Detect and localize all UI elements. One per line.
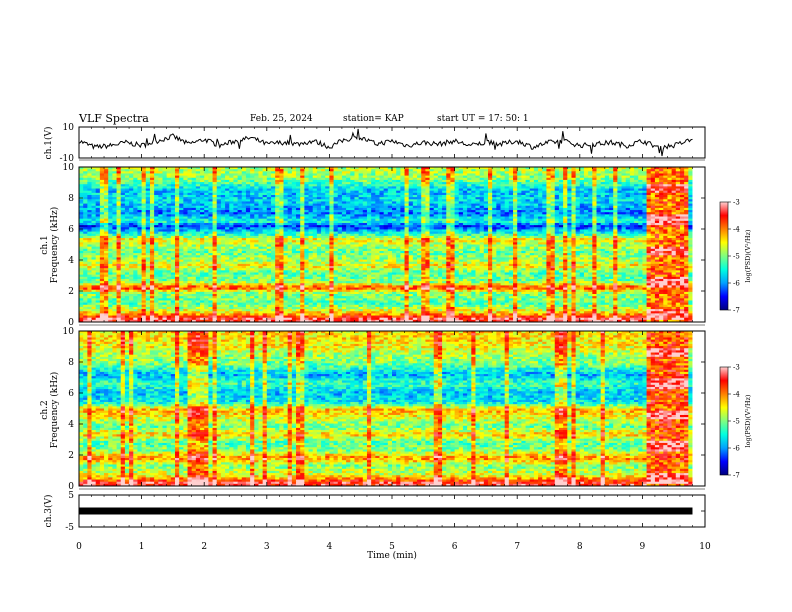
ch2-spectrogram-colorbar-tick-label: -6 — [733, 445, 740, 453]
x-tick-label: 10 — [699, 542, 711, 552]
x-axis-label: Time (min) — [367, 550, 417, 561]
ch1-spectrogram-colorbar-tick-label: -7 — [733, 307, 740, 315]
ch1-waveform-frame — [79, 127, 705, 158]
ch2-spectrogram-ylabel-frequency: Frequency (kHz) — [49, 372, 60, 449]
ch2-spectrogram-ylabel-channel: ch.2 — [40, 400, 50, 419]
ch2-spectrogram-ytick-label: 6 — [68, 389, 74, 399]
x-tick-label: 4 — [327, 542, 333, 552]
x-tick-label: 0 — [76, 542, 82, 552]
ch2-spectrogram-colorbar-tick-label: -5 — [733, 418, 740, 426]
ch1-spectrogram-colorbar-tick-label: -3 — [733, 199, 740, 207]
ch3-ytick-label: -5 — [65, 523, 74, 533]
ch1-ylabel: ch.1(V) — [43, 127, 54, 160]
ch3-ylabel: ch.3(V) — [43, 495, 54, 528]
ch2-spectrogram-ytick-label: 8 — [68, 358, 74, 368]
ch1-spectrogram-ytick-label: 10 — [63, 163, 75, 173]
ch2-spectrogram-colorbar-label: log(PSD)(V²/Hz) — [744, 394, 752, 447]
ch1-waveform-line — [79, 129, 693, 156]
ch1-spectrogram-colorbar-tick-label: -5 — [733, 253, 740, 261]
ch1-spectrogram-ylabel-channel: ch.1 — [40, 235, 50, 254]
ch2-spectrogram-heatmap — [79, 331, 693, 486]
ch1-spectrogram-ylabel-frequency: Frequency (kHz) — [49, 207, 60, 284]
x-tick-label: 8 — [577, 542, 583, 552]
ch1-spectrogram-ytick-label: 8 — [68, 194, 74, 204]
ch2-spectrogram-ytick-label: 2 — [68, 451, 74, 461]
x-tick-label: 1 — [139, 542, 145, 552]
x-tick-label: 7 — [514, 542, 520, 552]
ch2-spectrogram-colorbar-tick-label: -7 — [733, 472, 740, 480]
ch1-spectrogram-ytick-label: 6 — [68, 225, 74, 235]
ch1-spectrogram-ytick-label: 4 — [68, 256, 74, 266]
ch1-spectrogram-colorbar — [720, 202, 728, 310]
vlf-figure: 10-10ch.1(V)0246810ch.1 Frequency (kHz)-3… — [0, 0, 792, 612]
ch2-spectrogram-colorbar — [720, 367, 728, 475]
ch2-spectrogram-nodata — [692, 331, 705, 486]
x-tick-label: 9 — [640, 542, 646, 552]
ch2-spectrogram-colorbar-tick-label: -4 — [733, 391, 740, 399]
ch2-spectrogram-ytick-label: 4 — [68, 420, 74, 430]
x-tick-label: 6 — [452, 542, 458, 552]
ch1-spectrogram-colorbar-label: log(PSD)(V²/Hz) — [744, 229, 752, 282]
ch1-spectrogram-heatmap — [79, 167, 693, 322]
ch1-ytick-label: 10 — [63, 123, 75, 133]
ch2-spectrogram-colorbar-tick-label: -3 — [733, 364, 740, 372]
ch1-spectrogram-ytick-label: 2 — [68, 287, 74, 297]
ch2-spectrogram-ytick-label: 10 — [63, 327, 75, 337]
ch1-spectrogram-colorbar-tick-label: -4 — [733, 226, 740, 234]
x-tick-label: 2 — [201, 542, 207, 552]
ch3-waveform-band — [79, 508, 692, 515]
x-tick-label: 3 — [264, 542, 270, 552]
ch3-ytick-label: 5 — [68, 491, 74, 501]
ch1-spectrogram-nodata — [692, 167, 705, 322]
ch1-spectrogram-colorbar-tick-label: -6 — [733, 280, 740, 288]
